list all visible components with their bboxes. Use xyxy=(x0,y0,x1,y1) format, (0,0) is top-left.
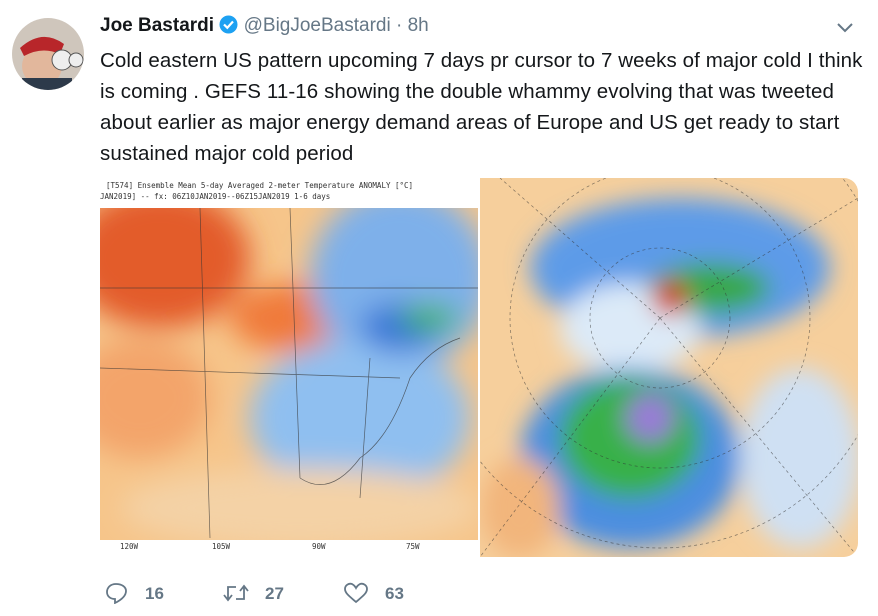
reply-count: 16 xyxy=(145,584,164,603)
retweet-count: 27 xyxy=(265,584,284,603)
tweet-text: Cold eastern US pattern upcoming 7 days … xyxy=(100,49,863,165)
tweet-time[interactable]: 8h xyxy=(407,15,429,36)
verified-badge xyxy=(219,15,238,34)
reply-icon[interactable] xyxy=(105,582,129,604)
author-name[interactable]: Joe Bastardi xyxy=(100,15,215,36)
tweet-header: Joe Bastardi @BigJoeBastardi · 8h xyxy=(100,15,429,37)
map-title: [T574] Ensemble Mean 5-day Averaged 2-me… xyxy=(106,181,413,190)
menu-caret[interactable] xyxy=(836,22,854,34)
author-handle[interactable]: @BigJoeBastardi xyxy=(243,15,391,36)
polar-map xyxy=(480,178,858,557)
longitude-label: 105W xyxy=(212,542,231,551)
map-subtitle: JAN2019] -- fx: 06Z10JAN2019--06Z15JAN20… xyxy=(100,192,330,201)
temperature-map: [T574] Ensemble Mean 5-day Averaged 2-me… xyxy=(100,178,478,557)
avatar[interactable] xyxy=(12,18,84,90)
like-icon[interactable] xyxy=(343,582,369,604)
longitude-label: 75W xyxy=(406,542,420,551)
retweet-icon[interactable] xyxy=(222,583,250,603)
avatar-image xyxy=(12,18,84,90)
separator: · xyxy=(395,15,403,36)
longitude-label: 90W xyxy=(312,542,326,551)
media-image[interactable]: [T574] Ensemble Mean 5-day Averaged 2-me… xyxy=(100,178,478,557)
like-count: 63 xyxy=(385,584,404,603)
longitude-label: 120W xyxy=(120,542,139,551)
media-image[interactable] xyxy=(480,178,858,557)
